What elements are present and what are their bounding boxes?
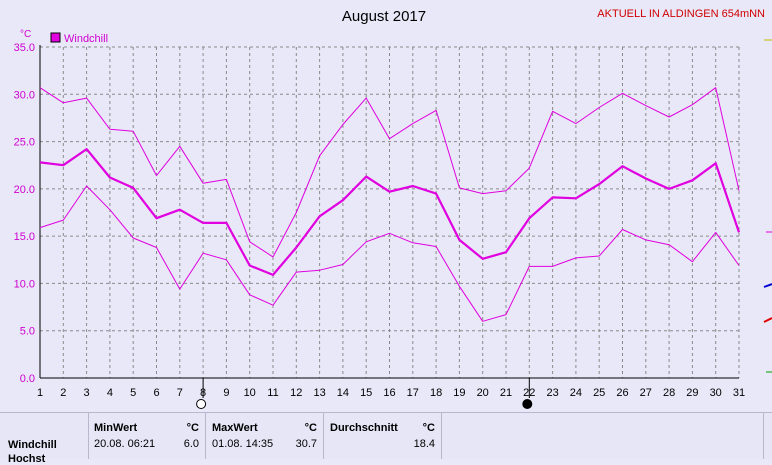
chart-title: August 2017 [342, 8, 426, 25]
station-label: AKTUELL IN ALDINGEN 654mNN [597, 8, 765, 20]
y-tick-label: 20.0 [14, 184, 35, 196]
x-tick-label: 23 [546, 387, 558, 399]
x-tick-label: 27 [640, 387, 652, 399]
legend-swatch [50, 32, 61, 43]
max-unit: °C [304, 422, 317, 434]
x-tick-label: 20 [477, 387, 489, 399]
x-tick-label: 25 [593, 387, 605, 399]
x-tick-label: 14 [337, 387, 349, 399]
y-tick-label: 25.0 [14, 137, 35, 149]
x-tick-label: 3 [84, 387, 90, 399]
x-tick-label: 28 [663, 387, 675, 399]
min-value: 6.0 [183, 438, 199, 450]
x-tick-label: 10 [244, 387, 256, 399]
stats-max-cell: MaxWert °C 01.08. 14:35 30.7 [206, 413, 324, 459]
stats-min-cell: MinWert °C 20.08. 06:21 6.0 [88, 413, 206, 459]
x-tick-label: 18 [430, 387, 442, 399]
x-tick-label: 19 [453, 387, 465, 399]
y-tick-label: 30.0 [14, 89, 35, 101]
x-tick-label: 6 [153, 387, 159, 399]
y-unit-label: °C [20, 29, 31, 40]
x-tick-label: 16 [383, 387, 395, 399]
y-tick-label: 5.0 [20, 326, 35, 338]
stats-panel: Windchill Hochst MinWert °C 20.08. 06:21… [0, 412, 772, 465]
series [39, 87, 741, 322]
moon-markers [196, 378, 533, 409]
axes: 0.05.010.015.020.025.030.035.01234567891… [14, 42, 746, 399]
new-moon-icon [522, 399, 533, 409]
stats-row-label-2: Hochst [8, 453, 46, 465]
x-tick-label: 2 [60, 387, 66, 399]
x-tick-label: 7 [177, 387, 183, 399]
x-tick-label: 31 [733, 387, 745, 399]
x-tick-label: 30 [710, 387, 722, 399]
x-tick-label: 29 [686, 387, 698, 399]
min-header: MinWert [94, 422, 138, 434]
x-tick-label: 9 [223, 387, 229, 399]
max-value: 30.7 [295, 438, 317, 450]
full-moon-icon [196, 399, 207, 409]
x-tick-label: 21 [500, 387, 512, 399]
y-tick-label: 35.0 [14, 42, 35, 54]
x-tick-label: 1 [37, 387, 43, 399]
max-header: MaxWert [212, 422, 258, 434]
avg-unit: °C [422, 422, 435, 434]
x-tick-label: 13 [313, 387, 325, 399]
chart: August 2017 AKTUELL IN ALDINGEN 654mNN °… [14, 8, 772, 409]
y-tick-label: 10.0 [14, 278, 35, 290]
stats-empty-cell [442, 413, 764, 459]
x-tick-label: 11 [267, 387, 278, 399]
x-tick-label: 17 [407, 387, 419, 399]
avg-value: 18.4 [413, 438, 435, 450]
right-edge-marks [763, 39, 772, 373]
x-tick-label: 5 [130, 387, 136, 399]
y-tick-label: 0.0 [20, 373, 35, 385]
y-tick-label: 15.0 [14, 231, 35, 243]
x-tick-label: 12 [290, 387, 302, 399]
x-tick-label: 26 [616, 387, 628, 399]
series-avg-line [39, 148, 741, 276]
x-tick-label: 4 [107, 387, 113, 399]
stats-avg-cell: Durchschnitt °C 18.4 [324, 413, 442, 459]
stats-label-cell: Windchill Hochst [0, 413, 89, 465]
grid [40, 46, 740, 378]
min-time: 20.08. 06:21 [94, 438, 156, 450]
max-time: 01.08. 14:35 [212, 438, 274, 450]
series-max-line [39, 87, 740, 258]
legend-label: Windchill [64, 33, 108, 45]
avg-header: Durchschnitt [330, 422, 398, 434]
min-unit: °C [186, 422, 199, 434]
legend: Windchill [50, 32, 108, 45]
x-tick-label: 15 [360, 387, 372, 399]
stats-row-label: Windchill [8, 439, 57, 451]
x-tick-label: 24 [570, 387, 582, 399]
series-min-line [39, 185, 740, 322]
